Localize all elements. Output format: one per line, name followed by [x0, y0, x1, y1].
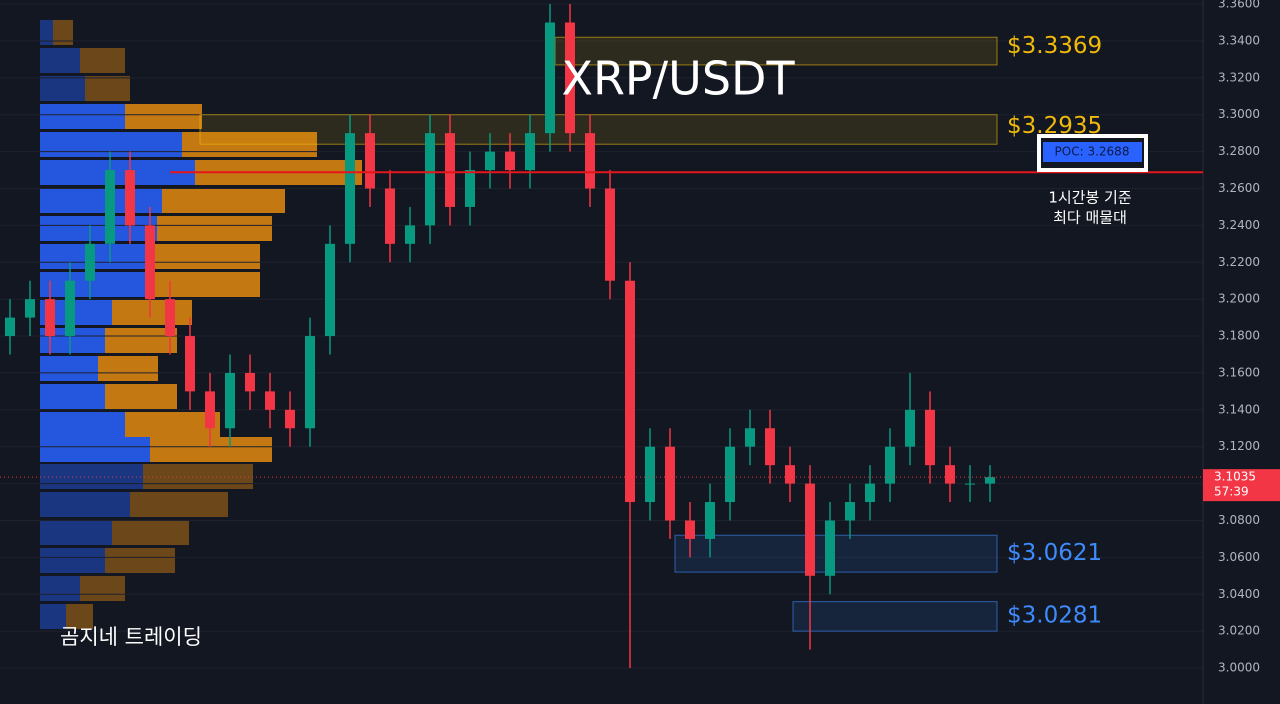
candle-body	[45, 299, 55, 337]
y-tick-label: 3.1200	[1218, 439, 1260, 453]
candle-body	[845, 502, 855, 521]
y-tick-label: 3.0600	[1218, 550, 1260, 564]
candle-body	[425, 133, 435, 226]
y-tick-label: 3.1400	[1218, 402, 1260, 416]
candle-body	[25, 299, 35, 318]
candle-body	[5, 317, 15, 337]
candle-body	[305, 336, 315, 429]
chart-title: XRP/USDT	[561, 52, 795, 106]
candle-body	[865, 483, 875, 503]
candle-body	[645, 446, 655, 503]
candle-body	[905, 409, 915, 447]
candle-body	[325, 243, 335, 337]
last-price-label: 3.1035	[1214, 470, 1256, 484]
y-tick-label: 3.2200	[1218, 255, 1260, 269]
level-label: $3.3369	[1007, 33, 1102, 59]
candle-body	[545, 22, 555, 134]
candle-body	[245, 372, 255, 392]
y-tick-label: 3.3200	[1218, 70, 1260, 84]
plot-area	[0, 0, 1204, 704]
candle-body	[885, 446, 895, 484]
poc-label: POC: 3.2688	[1055, 145, 1130, 159]
candle-body	[585, 133, 595, 189]
watermark: 곰지네 트레이딩	[60, 625, 202, 649]
countdown-label: 57:39	[1214, 485, 1249, 499]
level-zone	[554, 36, 998, 66]
y-tick-label: 3.2400	[1218, 218, 1260, 232]
y-tick-label: 3.0200	[1218, 624, 1260, 638]
candle-body	[465, 170, 475, 207]
candle-body	[625, 280, 635, 503]
candle-body	[665, 446, 675, 521]
y-tick-label: 3.1600	[1218, 365, 1260, 379]
poc-note: 1시간봉 기준	[1048, 189, 1132, 207]
y-tick-label: 3.3600	[1218, 0, 1260, 11]
candle-body	[365, 133, 375, 189]
candle-body	[265, 391, 275, 410]
candle-body	[705, 502, 715, 539]
candle-body	[385, 188, 395, 244]
candle-body	[525, 133, 535, 171]
candle-body	[985, 477, 995, 484]
y-tick-label: 3.2800	[1218, 144, 1260, 158]
y-tick-label: 3.1800	[1218, 329, 1260, 343]
candle-body	[785, 465, 795, 484]
y-tick-label: 3.0000	[1218, 661, 1260, 675]
y-tick-label: 3.2600	[1218, 181, 1260, 195]
candle-body	[825, 520, 835, 576]
last-price-tag	[1203, 469, 1280, 502]
candle-body	[225, 372, 235, 429]
candle-body	[345, 133, 355, 244]
candle-body	[925, 409, 935, 466]
candle-body	[485, 151, 495, 171]
y-tick-label: 3.0800	[1218, 513, 1260, 527]
candle-body	[565, 22, 575, 134]
y-tick-label: 3.3400	[1218, 33, 1260, 47]
y-tick-label: 3.3000	[1218, 107, 1260, 121]
y-tick-label: 3.0400	[1218, 587, 1260, 601]
candle-body	[405, 225, 415, 244]
candle-body	[105, 170, 115, 244]
poc-note: 최다 매물대	[1053, 209, 1127, 227]
candle-body	[505, 151, 515, 171]
level-zone	[792, 601, 998, 632]
candle-body	[85, 243, 95, 281]
y-tick-label: 3.2000	[1218, 292, 1260, 306]
candle-body	[185, 336, 195, 392]
candle-body	[165, 299, 175, 337]
candle-body	[145, 225, 155, 300]
candle-body	[445, 133, 455, 207]
candle-body	[285, 409, 295, 429]
candle-body	[805, 483, 815, 576]
level-zone	[674, 534, 998, 573]
candle-body	[685, 520, 695, 539]
candle-body	[205, 391, 215, 429]
candle-body	[745, 428, 755, 447]
candle-body	[945, 465, 955, 484]
level-label: $3.0621	[1007, 540, 1102, 566]
level-label: $3.0281	[1007, 603, 1102, 629]
candle-body	[765, 428, 775, 466]
candle-body	[65, 280, 75, 337]
poc-badge-fill	[1043, 142, 1142, 162]
candle-body	[605, 188, 615, 281]
candle-body	[965, 483, 975, 485]
level-zone	[199, 114, 998, 145]
candle-body	[125, 170, 135, 226]
candle-body	[725, 446, 735, 503]
